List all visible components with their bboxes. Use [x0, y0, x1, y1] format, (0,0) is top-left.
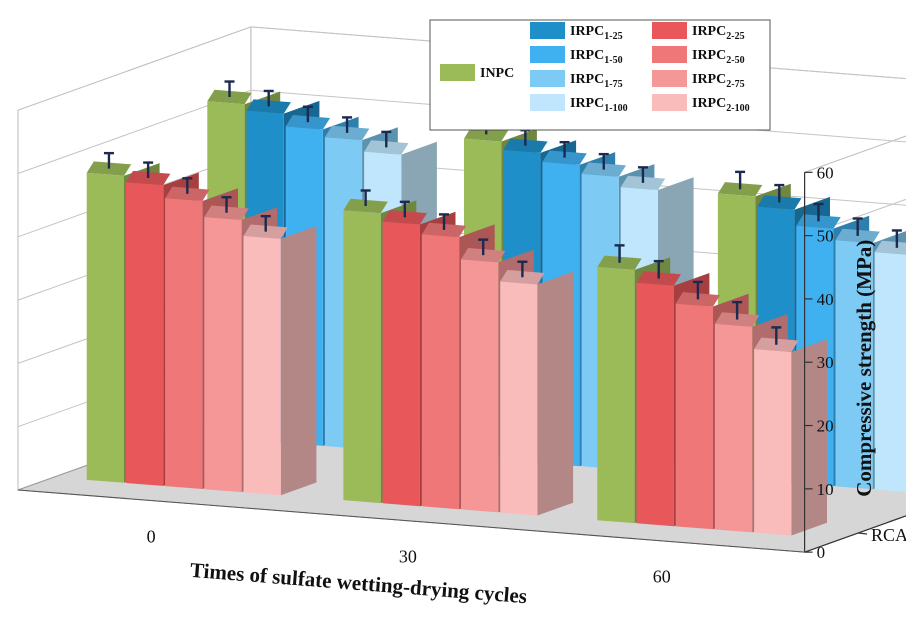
legend-item-irpc-1-25: IRPC1-25 [530, 22, 623, 42]
bar-front [636, 282, 674, 527]
bar-front [714, 323, 753, 533]
legend-label: IRPC2-25 [692, 24, 745, 42]
legend-label: IRPC2-100 [692, 96, 750, 114]
legend-item-irpc-2-50: IRPC2-50 [652, 46, 745, 66]
bar-top [343, 198, 388, 214]
legend-label: IRPC1-50 [570, 48, 623, 66]
y-tick-label: 20 [817, 417, 834, 436]
bar-front [754, 349, 792, 536]
legend-item-irpc-1-50: IRPC1-50 [530, 46, 623, 66]
legend-label: IRPC1-100 [570, 96, 628, 114]
y-tick-label: 0 [817, 543, 826, 562]
legend-swatch [652, 70, 687, 87]
legend-label: INPC [480, 66, 514, 81]
bar-front [125, 182, 164, 486]
depth-axis-line [804, 515, 906, 553]
legend-swatch [530, 70, 565, 87]
legend-item-inpc: INPC [440, 64, 514, 81]
y-tick-label: 30 [817, 353, 834, 372]
bar-top [620, 175, 666, 190]
bar-side [791, 339, 827, 536]
bar-front [86, 172, 124, 483]
bar-side [537, 271, 574, 516]
legend-label: IRPC1-25 [570, 24, 623, 42]
legend-swatch [652, 94, 687, 111]
legend-label: IRPC1-75 [570, 72, 623, 90]
bar-top [835, 228, 880, 244]
bar-front [382, 221, 420, 507]
bar-front [204, 217, 242, 493]
bars [86, 80, 906, 536]
bar-top [796, 214, 841, 229]
bar-front [343, 210, 381, 504]
bar-top [542, 150, 587, 165]
legend-item-irpc-2-25: IRPC2-25 [652, 22, 745, 42]
legend: INPC IRPC1-25 IRPC1-50 IRPC1-75 IRPC1-100 IRP… [429, 19, 771, 131]
bar-top [125, 170, 171, 186]
legend-swatch [530, 94, 565, 111]
bar-front [874, 252, 906, 492]
bar-front [243, 235, 281, 496]
bar-top [246, 99, 291, 114]
bar-front [835, 240, 873, 490]
x-axis-title: Times of sulfate wetting-drying cycles [189, 558, 528, 608]
bar-top [754, 337, 799, 352]
x-tick-label: 60 [653, 567, 671, 587]
y-tick-label: 60 [817, 163, 834, 182]
bar-row-rca2 [86, 151, 827, 536]
x-tick-label: 0 [147, 526, 156, 546]
x-tick-label: 30 [399, 547, 417, 567]
bar-front [421, 234, 460, 510]
legend-swatch [440, 64, 475, 81]
legend-swatch [652, 46, 687, 63]
bar-top [324, 125, 370, 141]
bar-front [165, 198, 203, 489]
bar-top [364, 140, 409, 155]
legend-item-irpc-1-75: IRPC1-75 [530, 70, 623, 90]
bar-top [243, 224, 288, 239]
legend-item-irpc-2-75: IRPC2-75 [652, 70, 745, 90]
depth-tick-mark [857, 532, 868, 535]
y-tick-label: 50 [817, 227, 834, 246]
bar-front [461, 259, 499, 513]
bar-side [280, 226, 317, 496]
y-axis: 0 10 20 30 40 50 60 Compressive strength (MPa) [803, 163, 876, 562]
legend-box [429, 19, 771, 131]
bar-front [500, 281, 538, 516]
legend-swatch [530, 46, 565, 63]
bar-front [597, 267, 635, 524]
bar-top [874, 240, 906, 255]
legend-swatch [652, 22, 687, 39]
legend-item-irpc-1-100: IRPC1-100 [530, 94, 628, 114]
y-tick-label: 40 [817, 290, 834, 309]
bar-top [464, 127, 509, 142]
bar-front [675, 303, 713, 530]
y-tick-label: 10 [817, 480, 834, 499]
bar-top [285, 115, 331, 130]
bar-top [757, 195, 802, 210]
x-axis-line [17, 489, 805, 553]
legend-label: IRPC2-50 [692, 48, 745, 66]
y-axis-title: Compressive strength (MPa) [852, 240, 876, 497]
legend-label: IRPC2-75 [692, 72, 745, 90]
legend-item-irpc-2-100: IRPC2-100 [652, 94, 750, 114]
depth-axis: RCA1RCA2 [804, 515, 906, 553]
legend-swatch [530, 22, 565, 39]
depth-label-2: RCA2 [871, 525, 906, 549]
